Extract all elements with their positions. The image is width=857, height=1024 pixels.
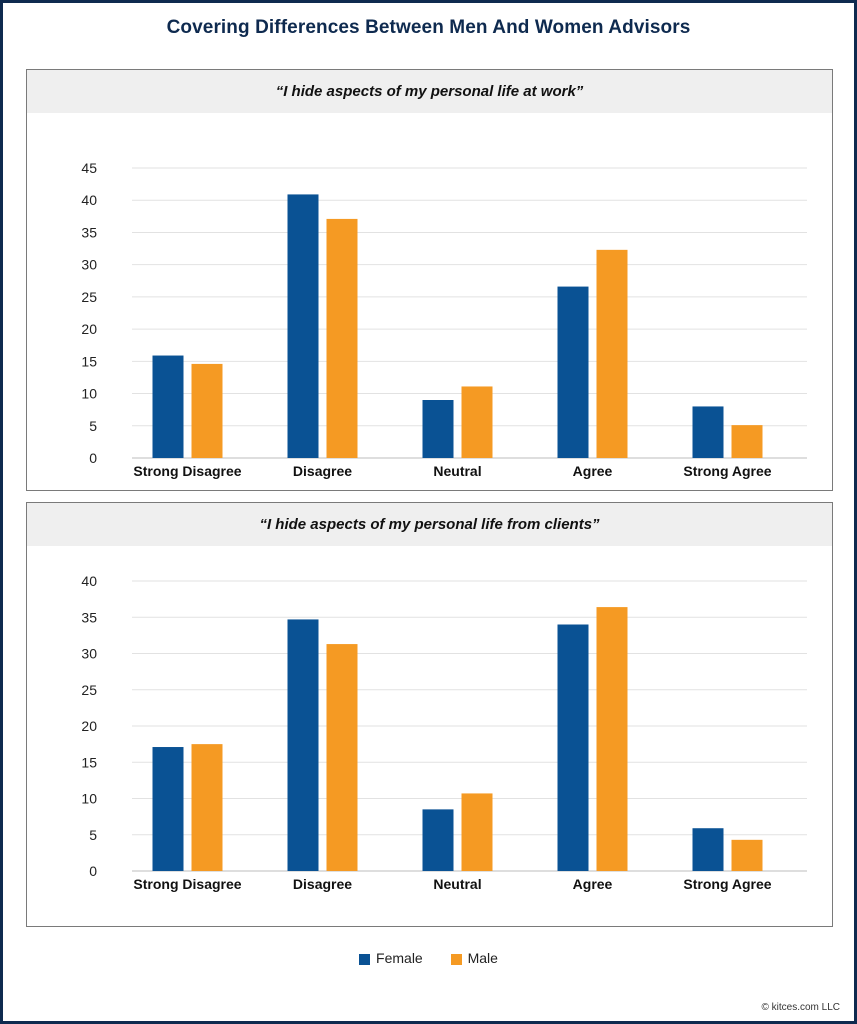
bar-female [692, 406, 724, 458]
copyright-footer: © kitces.com LLC [761, 1002, 840, 1013]
legend-item-female: Female [359, 950, 423, 966]
legend-swatch-male [450, 954, 462, 966]
y-tick-label: 25 [81, 682, 97, 698]
chart-panel-header: “I hide aspects of my personal life at w… [27, 70, 832, 113]
chart-panel-work: “I hide aspects of my personal life at w… [26, 69, 833, 491]
y-tick-label: 30 [81, 646, 97, 662]
y-tick-label: 0 [89, 863, 97, 879]
bar-female [152, 747, 184, 871]
x-tick-label: Agree [573, 876, 613, 892]
y-tick-label: 45 [81, 160, 97, 176]
x-tick-label: Neutral [433, 463, 481, 479]
bar-male [731, 425, 763, 458]
chart-panel-header: “I hide aspects of my personal life from… [27, 503, 832, 546]
chart-panel-clients: “I hide aspects of my personal life from… [26, 502, 833, 927]
legend-swatch-female [359, 954, 371, 966]
y-tick-label: 35 [81, 224, 97, 240]
x-tick-label: Strong Agree [683, 876, 771, 892]
chart-title: “I hide aspects of my personal life from… [259, 516, 600, 533]
bar-male [596, 249, 628, 458]
y-tick-label: 5 [89, 827, 97, 843]
y-tick-label: 20 [81, 321, 97, 337]
bar-female [557, 286, 589, 458]
y-tick-label: 25 [81, 289, 97, 305]
y-tick-label: 5 [89, 418, 97, 434]
y-tick-label: 15 [81, 353, 97, 369]
chart-title: “I hide aspects of my personal life at w… [275, 83, 584, 100]
bar-male [461, 386, 493, 458]
bar-female [287, 194, 319, 458]
legend-item-male: Male [450, 950, 498, 967]
y-tick-label: 10 [81, 791, 97, 807]
bar-female [422, 809, 454, 871]
legend-label-female: Female [376, 950, 423, 967]
y-tick-label: 40 [81, 192, 97, 208]
y-tick-label: 20 [81, 718, 97, 734]
y-tick-label: 15 [81, 754, 97, 770]
x-tick-label: Agree [573, 463, 613, 479]
bar-male [731, 839, 763, 871]
figure-title: Covering Differences Between Men And Wom… [166, 17, 691, 38]
y-tick-label: 35 [81, 609, 97, 625]
bar-male [191, 744, 223, 871]
x-tick-label: Strong Agree [683, 463, 771, 479]
x-tick-label: Strong Disagree [133, 876, 241, 892]
legend-label-male: Male [467, 950, 498, 967]
bar-female [287, 619, 319, 871]
bar-female [422, 400, 454, 458]
y-tick-label: 30 [81, 257, 97, 273]
x-tick-label: Disagree [293, 463, 352, 479]
x-tick-label: Strong Disagree [133, 463, 241, 479]
x-tick-label: Neutral [433, 876, 481, 892]
bar-chart-clients: 0 5 10 15 20 25 30 35 40 Strong Disagree Disagree N… [81, 573, 807, 892]
bar-male [461, 793, 493, 871]
bar-male [596, 607, 628, 871]
y-tick-label: 10 [81, 386, 97, 402]
bar-female [557, 624, 589, 871]
x-tick-label: Disagree [293, 876, 352, 892]
chart-legend: Female Male [3, 949, 854, 966]
bar-chart-work: 0 5 10 15 20 25 30 35 40 45 Strong Disagree Disagre… [81, 160, 807, 479]
bar-male [191, 363, 223, 458]
y-tick-label: 40 [81, 573, 97, 589]
bar-female [692, 828, 724, 871]
bar-female [152, 355, 184, 458]
bar-male [326, 218, 358, 458]
y-tick-label: 0 [89, 450, 97, 466]
bar-male [326, 644, 358, 871]
